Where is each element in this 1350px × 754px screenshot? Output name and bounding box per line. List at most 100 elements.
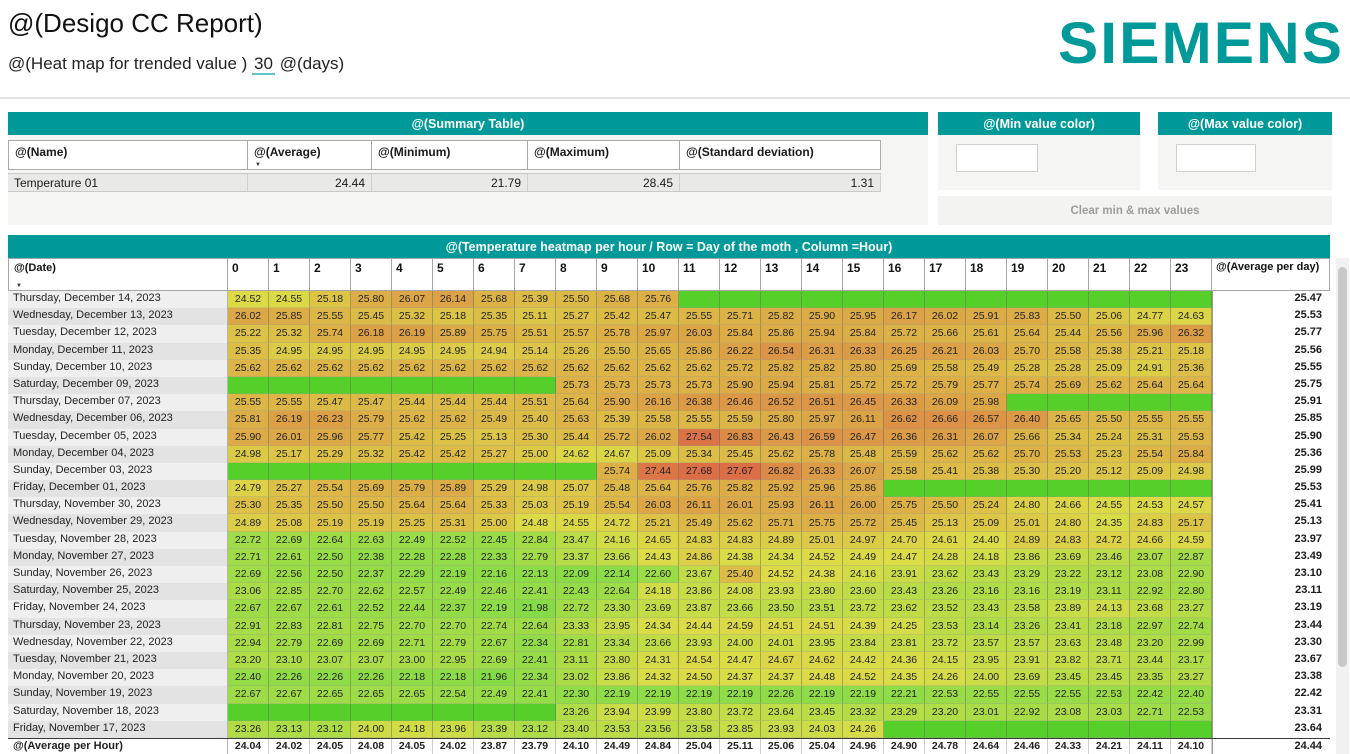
heatmap-cell: 26.59 [802, 428, 843, 446]
summary-col-stddev[interactable]: @(Standard deviation) [680, 140, 881, 170]
heatmap-cell: 25.23 [1089, 445, 1130, 463]
heatmap-cell: 22.65 [392, 686, 433, 704]
heatmap-cell: 25.62 [433, 359, 474, 377]
heatmap-cell: 25.09 [1130, 462, 1171, 481]
heatmap-row: Sunday, December 03, 2023 25.74 27.44 27.68… [8, 462, 1330, 481]
heatmap-cell: 26.47 [843, 428, 884, 446]
heatmap-header-row: @(Date) ▼ 0 1 2 3 4 5 6 7 8 9 10 11 12 13 14 15 16 17 18 19 20… [8, 258, 1330, 291]
heatmap-cell: 25.62 [1089, 376, 1130, 395]
heatmap-cell: 23.33 [556, 617, 597, 635]
heatmap-cell: 26.19 [392, 325, 433, 343]
heatmap-cell: 26.22 [720, 342, 761, 360]
heatmap-cell: 22.43 [556, 583, 597, 601]
date-cell: Tuesday, November 28, 2023 [8, 531, 228, 549]
summary-col-name[interactable]: @(Name) [8, 140, 248, 170]
heatmap-cell: 25.17 [1171, 514, 1212, 532]
heatmap-cell: 25.64 [638, 480, 679, 498]
heatmap-cell: 22.55 [1007, 686, 1048, 704]
heatmap-cell: 23.26 [925, 583, 966, 601]
heatmap-cell: 22.92 [1130, 583, 1171, 601]
heatmap-cell: 22.92 [1007, 703, 1048, 721]
heatmap-cell: 25.62 [720, 514, 761, 532]
scrollbar-thumb[interactable] [1338, 267, 1347, 667]
heatmap-cell: 25.44 [474, 394, 515, 412]
heatmap-cell: 25.51 [515, 394, 556, 412]
heatmap-cell: 25.89 [433, 325, 474, 343]
average-per-day-cell: 25.85 [1212, 411, 1330, 429]
heatmap-cell: 24.91 [1130, 359, 1171, 377]
heatmap-cell: 25.36 [1171, 359, 1212, 377]
hour-column-header: 17 [925, 258, 966, 291]
heatmap-row: Thursday, December 14, 2023 24.52 24.55 25.… [8, 291, 1330, 309]
heatmap-cell: 24.95 [310, 342, 351, 360]
heatmap-cell: 22.45 [474, 531, 515, 549]
heatmap-cell: 25.50 [1089, 411, 1130, 429]
heatmap-cell: 25.09 [966, 514, 1007, 532]
heatmap-cell: 22.81 [310, 617, 351, 635]
heatmap-row: Monday, November 20, 2023 22.40 22.26 22.26… [8, 669, 1330, 687]
heatmap-cell: 22.74 [474, 617, 515, 635]
hour-column-header: 16 [884, 258, 925, 291]
heatmap-cell [925, 291, 966, 309]
hour-column-header: 10 [638, 258, 679, 291]
clear-min-max-button[interactable]: Clear min & max values [938, 196, 1332, 225]
heatmap-cell: 24.32 [638, 669, 679, 687]
heatmap-cell: 22.99 [1171, 634, 1212, 652]
heatmap-cell: 24.51 [761, 617, 802, 635]
date-column-header[interactable]: @(Date) ▼ [8, 258, 228, 291]
heatmap-cell: 23.26 [228, 720, 269, 738]
heatmap-cell: 23.12 [310, 720, 351, 738]
heatmap-cell: 25.49 [474, 411, 515, 429]
heatmap-cell [1089, 480, 1130, 498]
heatmap-cell: 25.27 [269, 480, 310, 498]
average-per-day-cell: 25.53 [1212, 480, 1330, 498]
heatmap-cell: 24.34 [761, 548, 802, 566]
max-color-input[interactable] [1176, 144, 1256, 172]
heatmap-cell: 25.03 [515, 497, 556, 515]
heatmap-cell: 22.53 [1089, 686, 1130, 704]
heatmap-cell: 26.62 [884, 411, 925, 429]
heatmap-cell: 25.58 [884, 462, 925, 481]
heatmap-cell: 23.62 [884, 600, 925, 618]
heatmap-cell: 25.62 [269, 359, 310, 377]
heatmap-cell: 25.44 [433, 394, 474, 412]
heatmap-cell: 22.49 [433, 583, 474, 601]
sort-arrow-icon: ▼ [255, 162, 261, 168]
heatmap-cell: 25.18 [433, 308, 474, 326]
heatmap-cell: 25.64 [1007, 325, 1048, 343]
heatmap-row: Sunday, November 19, 2023 22.67 22.67 22.65… [8, 686, 1330, 704]
heatmap-cell: 22.69 [351, 634, 392, 652]
heatmap-cell: 25.73 [556, 376, 597, 395]
heatmap-cell: 26.11 [802, 497, 843, 515]
heatmap-cell: 24.52 [802, 548, 843, 566]
heatmap-cell: 22.19 [597, 686, 638, 704]
heatmap-cell: 25.55 [679, 411, 720, 429]
heatmap-cell: 25.62 [679, 359, 720, 377]
min-color-input[interactable] [956, 144, 1038, 172]
heatmap-cell: 23.02 [556, 669, 597, 687]
heatmap-cell: 26.00 [843, 497, 884, 515]
heatmap-cell: 25.50 [925, 497, 966, 515]
heatmap-cell [474, 462, 515, 481]
heatmap-cell: 22.41 [515, 686, 556, 704]
heatmap-cell: 22.75 [351, 617, 392, 635]
heatmap-cell: 22.52 [351, 600, 392, 618]
heatmap-cell [925, 720, 966, 738]
heatmap-cell: 26.16 [638, 394, 679, 412]
date-cell: Friday, November 24, 2023 [8, 600, 228, 618]
heatmap-cell: 25.53 [1048, 445, 1089, 463]
heatmap-cell: 25.51 [515, 325, 556, 343]
heatmap-cell: 23.66 [720, 600, 761, 618]
heatmap-cell: 25.40 [515, 411, 556, 429]
hour-column-header: 7 [515, 258, 556, 291]
heatmap-cell: 23.87 [679, 600, 720, 618]
heatmap-cell: 23.18 [1089, 617, 1130, 635]
heatmap-cell: 23.06 [228, 583, 269, 601]
heatmap-cell: 23.96 [433, 720, 474, 738]
summary-col-average[interactable]: @(Average) ▼ [248, 140, 372, 170]
summary-col-maximum[interactable]: @(Maximum) [528, 140, 680, 170]
heatmap-cell: 24.80 [1007, 497, 1048, 515]
heatmap-cell: 22.74 [1171, 617, 1212, 635]
summary-col-minimum[interactable]: @(Minimum) [372, 140, 528, 170]
days-value-field[interactable]: 30 [252, 54, 275, 75]
